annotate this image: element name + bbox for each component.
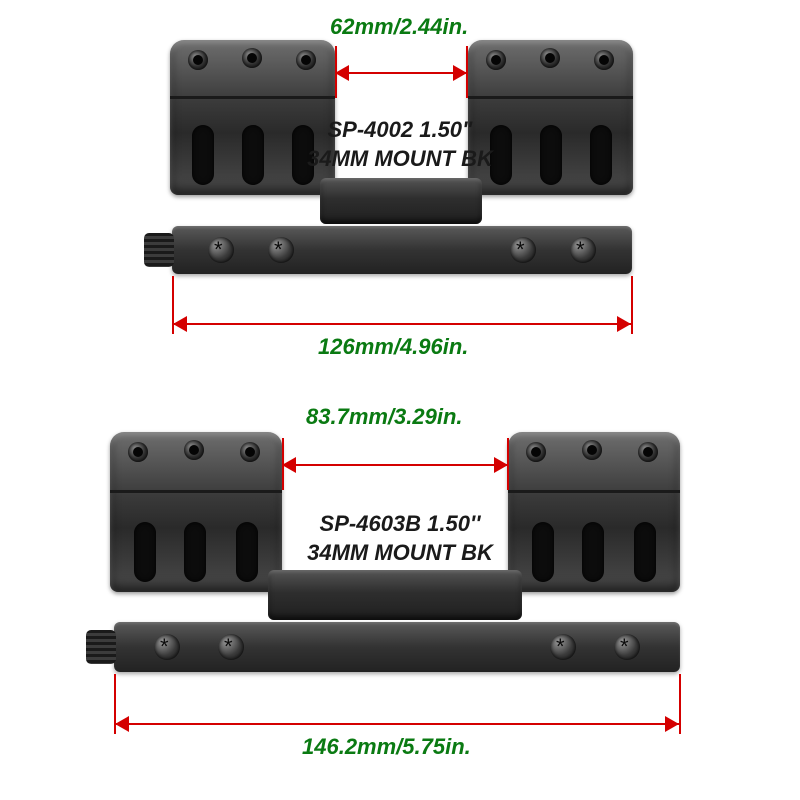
bottom-dim-base-label: 146.2mm/5.75in. <box>302 734 471 760</box>
bottom-dim-base-arrow-l <box>115 716 129 732</box>
top-dim-base-label: 126mm/4.96in. <box>318 334 468 360</box>
bottom-product-label-line1: SP-4603B 1.50'' <box>320 511 481 536</box>
top-dim-spacing-ext-r <box>466 46 468 98</box>
bottom-dim-spacing-ext-l <box>282 438 284 490</box>
bottom-dim-spacing-arrow-r <box>494 457 508 473</box>
top-dim-spacing-line <box>335 72 467 74</box>
bottom-rail <box>114 622 680 672</box>
top-product-label-line1: SP-4002 1.50" <box>328 117 473 142</box>
bottom-dim-spacing-line <box>282 464 508 466</box>
top-dim-spacing-arrow-l <box>335 65 349 81</box>
top-dim-base-arrow-l <box>173 316 187 332</box>
top-dim-base-ext-r <box>631 276 633 334</box>
bottom-dim-base-line <box>115 723 679 725</box>
bottom-dim-base-arrow-r <box>665 716 679 732</box>
bottom-product-label-line2: 34MM MOUNT BK <box>307 540 493 565</box>
top-dim-base-line <box>173 323 631 325</box>
top-product-label: SP-4002 1.50" 34MM MOUNT BK <box>300 116 500 173</box>
product-bottom: 83.7mm/3.29in. 146.2mm/5.75in. SP-4603B … <box>0 390 800 800</box>
top-dim-spacing-label: 62mm/2.44in. <box>330 14 468 40</box>
bottom-dim-base-ext-r <box>679 674 681 734</box>
top-bridge <box>320 178 482 224</box>
top-product-label-line2: 34MM MOUNT BK <box>307 146 493 171</box>
bottom-dim-spacing-ext-r <box>507 438 509 490</box>
bottom-dim-spacing-arrow-l <box>282 457 296 473</box>
bottom-product-label: SP-4603B 1.50'' 34MM MOUNT BK <box>290 510 510 567</box>
bottom-bridge <box>268 570 522 620</box>
top-rail <box>172 226 632 274</box>
product-top: 62mm/2.44in. 126mm/4.96in. SP-4002 1.50"… <box>0 0 800 390</box>
top-dim-spacing-arrow-r <box>453 65 467 81</box>
diagram-canvas: 62mm/2.44in. 126mm/4.96in. SP-4002 1.50"… <box>0 0 800 800</box>
top-dim-base-arrow-r <box>617 316 631 332</box>
bottom-ring-right <box>508 432 680 592</box>
top-dim-spacing-ext-l <box>335 46 337 98</box>
bottom-dim-spacing-label: 83.7mm/3.29in. <box>306 404 463 430</box>
bottom-ring-left <box>110 432 282 592</box>
